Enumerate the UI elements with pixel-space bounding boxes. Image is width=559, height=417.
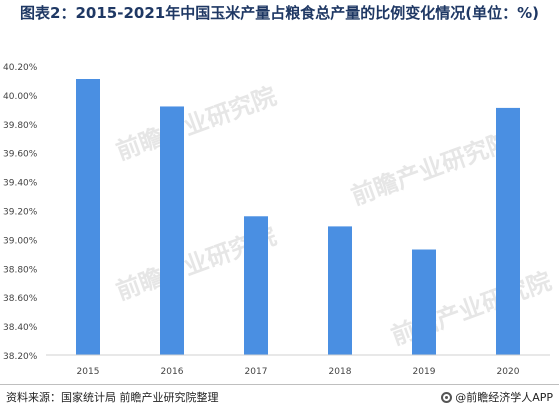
y-tick-label-5: 39.20%	[3, 208, 38, 218]
x-tick-label-2019: 2019	[413, 367, 436, 377]
bar-2015	[76, 79, 100, 355]
watermark-text-2: 前瞻产业研究院	[347, 127, 514, 211]
y-tick-label-10: 40.20%	[3, 63, 38, 73]
x-tick-label-2018: 2018	[329, 367, 352, 377]
x-tick-label-2015: 2015	[77, 367, 100, 377]
y-tick-label-0: 38.20%	[3, 352, 38, 362]
bar-2017	[244, 216, 268, 355]
brand-label: @前瞻经济学人APP	[455, 391, 553, 404]
source-note: 资料来源：国家统计局 前瞻产业研究院整理	[6, 391, 219, 404]
y-tick-label-7: 39.60%	[3, 150, 38, 160]
bar-2018	[328, 226, 352, 355]
x-tick-label-2020: 2020	[497, 367, 520, 377]
y-tick-label-3: 38.80%	[3, 265, 38, 275]
y-tick-label-8: 39.80%	[3, 121, 38, 131]
footer-divider	[0, 384, 559, 385]
y-axis: 38.20% 38.40% 38.60% 38.80% 39.00% 39.20% 39.4…	[3, 63, 38, 362]
x-tick-label-2017: 2017	[245, 367, 268, 377]
y-tick-label-9: 40.00%	[3, 92, 38, 102]
y-tick-label-4: 39.00%	[3, 236, 38, 246]
bar-2016	[160, 106, 184, 356]
brand-logo-icon	[441, 391, 453, 403]
x-axis: 2015 2016 2017 2018 2019 2020	[46, 354, 550, 377]
y-tick-label-2: 38.60%	[3, 294, 38, 304]
bar-2019	[412, 249, 436, 355]
bars-group	[76, 79, 520, 356]
bar-2020	[496, 107, 520, 355]
chart-title: 图表2：2015-2021年中国玉米产量占粮食总产量的比例变化情况(单位：%)	[20, 4, 539, 22]
brand-credit: @前瞻经济学人APP	[441, 389, 553, 405]
x-tick-label-2016: 2016	[161, 367, 184, 377]
y-tick-label-1: 38.40%	[3, 323, 38, 333]
watermark-text-1: 前瞻产业研究院	[112, 82, 279, 166]
y-tick-label-6: 39.40%	[3, 179, 38, 189]
